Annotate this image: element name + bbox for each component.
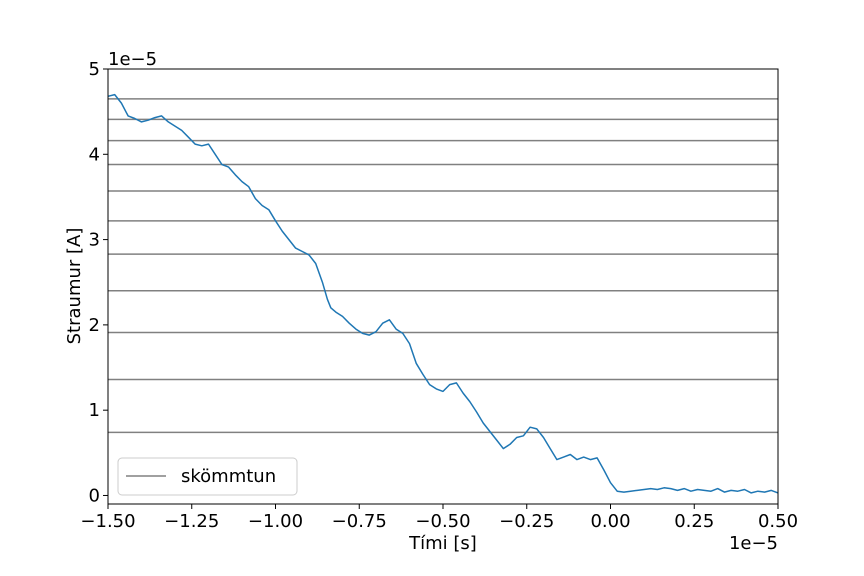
y-offset-label: 1e−5 xyxy=(108,49,157,70)
x-tick-label: 0.50 xyxy=(758,511,798,532)
axes-frame xyxy=(107,68,779,505)
current-series-line xyxy=(107,93,779,494)
y-tick-label: 0 xyxy=(89,485,100,506)
x-axis-label: Tími [s] xyxy=(408,533,477,554)
legend-label-skommtun: skömmtun xyxy=(181,466,276,487)
y-tick-label: 3 xyxy=(89,230,100,251)
x-tick-label: −0.25 xyxy=(499,511,554,532)
y-tick-label: 1 xyxy=(89,400,100,421)
y-tick-label: 5 xyxy=(89,59,100,80)
legend: skömmtun xyxy=(117,457,298,496)
y-axis-label: Straumur [A] xyxy=(64,228,85,345)
y-tick-label: 2 xyxy=(89,315,100,336)
x-tick-label: −1.25 xyxy=(164,511,219,532)
x-axis-ticks: −1.50 −1.25 −1.00 −0.75 −0.50 −0.25 0.00 0.25 0.… xyxy=(80,504,798,532)
series-group xyxy=(107,93,779,494)
quantization-lines xyxy=(108,98,778,434)
x-tick-label: −1.50 xyxy=(80,511,135,532)
x-tick-label: 0.25 xyxy=(674,511,714,532)
legend-box xyxy=(117,457,298,496)
x-tick-label: −0.50 xyxy=(415,511,470,532)
x-tick-label: 0.00 xyxy=(590,511,630,532)
y-tick-label: 4 xyxy=(89,144,100,165)
x-offset-label: 1e−5 xyxy=(729,533,778,554)
x-tick-label: −1.00 xyxy=(248,511,303,532)
x-tick-label: −0.75 xyxy=(332,511,387,532)
y-axis-ticks: 0 1 2 3 4 5 xyxy=(89,59,108,506)
